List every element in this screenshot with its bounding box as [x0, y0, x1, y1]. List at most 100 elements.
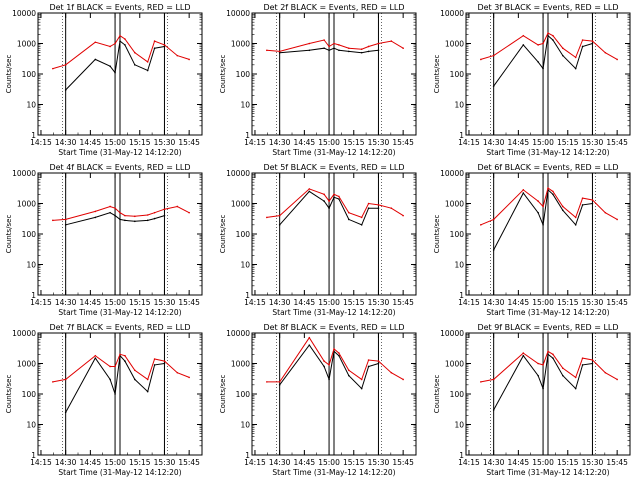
data-point-lld: [153, 211, 156, 214]
detector-panel-3: Det 3f BLACK = Events, RED = LLD 1 10 100 10…: [433, 3, 631, 157]
x-tick-label: 14:45: [294, 458, 316, 467]
data-point-events: [348, 218, 350, 221]
x-axis-label: Start Time (31-May-12 14:12:20): [486, 148, 609, 157]
x-tick-label: 14:15: [458, 298, 480, 307]
data-point-lld: [581, 357, 584, 359]
x-tick-label: 14:45: [80, 458, 102, 467]
data-point-events: [367, 207, 370, 210]
y-tick-label: 10: [454, 261, 464, 270]
data-point-events: [542, 67, 544, 70]
x-tick-label: 15:30: [582, 458, 604, 467]
data-point-lld: [360, 378, 363, 381]
series-line-events: [493, 188, 593, 251]
data-point-lld: [367, 45, 370, 48]
data-point-events: [109, 211, 111, 214]
data-point-lld: [547, 350, 549, 353]
y-tick-label: 1000: [17, 360, 36, 369]
data-point-events: [367, 365, 370, 368]
y-axis-label: Counts/sec: [219, 55, 227, 94]
data-point-lld: [134, 369, 136, 372]
data-point-events: [338, 198, 340, 200]
data-point-lld: [616, 218, 618, 221]
data-point-lld: [542, 364, 544, 366]
data-point-events: [537, 61, 539, 63]
x-tick-label: 15:15: [557, 298, 579, 307]
data-point-events: [591, 42, 594, 45]
y-tick-label: 100: [236, 390, 251, 399]
data-point-events: [153, 217, 156, 220]
x-tick-label: 14:45: [294, 298, 316, 307]
data-point-lld: [94, 210, 97, 213]
data-point-lld: [308, 42, 311, 45]
data-point-lld: [616, 378, 618, 381]
data-point-events: [146, 390, 149, 393]
data-point-events: [163, 214, 166, 217]
detector-panel-5: Det 5f BLACK = Events, RED = LLD 1 10 100 10…: [219, 163, 417, 317]
data-point-events: [333, 196, 335, 199]
x-tick-label: 14:15: [30, 298, 52, 307]
data-point-lld: [537, 362, 539, 365]
data-point-lld: [163, 208, 166, 211]
x-tick-label: 15:30: [154, 298, 176, 307]
x-tick-label: 15:15: [557, 458, 579, 467]
data-point-events: [492, 85, 495, 87]
x-tick-label: 15:15: [129, 298, 151, 307]
data-point-lld: [522, 352, 525, 354]
x-tick-label: 15:00: [318, 138, 340, 147]
x-axis-label: Start Time (31-May-12 14:12:20): [272, 468, 395, 477]
data-point-lld: [562, 47, 564, 50]
x-tick-label: 15:45: [392, 138, 414, 147]
y-tick-label: 100: [22, 390, 37, 399]
y-axis-label: Counts/sec: [5, 215, 13, 254]
x-tick-label: 14:30: [55, 298, 77, 307]
data-point-lld: [323, 360, 325, 362]
x-tick-label: 14:15: [30, 458, 52, 467]
data-point-lld: [176, 205, 179, 208]
data-point-lld: [402, 47, 404, 50]
series-line-events: [493, 34, 593, 87]
data-point-lld: [574, 56, 577, 59]
data-point-lld: [480, 224, 482, 226]
data-point-lld: [522, 34, 525, 37]
series-line-events: [279, 190, 379, 226]
data-point-lld: [537, 200, 539, 202]
x-tick-label: 14:45: [294, 138, 316, 147]
y-axis-label: Counts/sec: [219, 215, 227, 254]
y-tick-label: 100: [22, 230, 37, 239]
data-point-lld: [328, 364, 330, 366]
data-point-events: [328, 378, 330, 381]
x-tick-label: 14:15: [458, 458, 480, 467]
data-point-lld: [604, 211, 607, 214]
data-point-events: [328, 49, 330, 52]
data-point-lld: [377, 42, 380, 45]
data-point-events: [367, 50, 370, 53]
y-tick-label: 100: [236, 70, 251, 79]
data-point-events: [542, 224, 544, 226]
data-point-lld: [146, 61, 149, 63]
data-point-events: [562, 374, 564, 377]
data-point-lld: [114, 207, 116, 210]
x-tick-label: 15:30: [368, 458, 390, 467]
y-tick-label: 10: [454, 101, 464, 110]
data-point-events: [124, 44, 126, 46]
y-tick-label: 1: [245, 131, 250, 140]
x-tick-label: 14:45: [80, 298, 102, 307]
y-axis-label: Counts/sec: [433, 215, 441, 254]
data-point-events: [278, 51, 281, 54]
data-point-lld: [338, 352, 340, 354]
x-tick-label: 14:15: [244, 458, 266, 467]
y-tick-label: 1: [459, 291, 464, 300]
x-tick-label: 15:00: [532, 458, 554, 467]
data-point-lld: [552, 190, 554, 193]
data-point-events: [552, 193, 554, 196]
data-point-lld: [64, 378, 67, 381]
data-point-lld: [591, 359, 594, 361]
data-point-events: [591, 202, 594, 205]
x-axis-label: Start Time (31-May-12 14:12:20): [486, 308, 609, 317]
panel-title: Det 2f BLACK = Events, RED = LLD: [263, 3, 404, 12]
data-point-lld: [562, 205, 564, 208]
detector-panel-2: Det 2f BLACK = Events, RED = LLD 1 10 100 10…: [219, 3, 417, 157]
y-tick-label: 10000: [12, 9, 36, 18]
series-line-events: [493, 353, 593, 411]
